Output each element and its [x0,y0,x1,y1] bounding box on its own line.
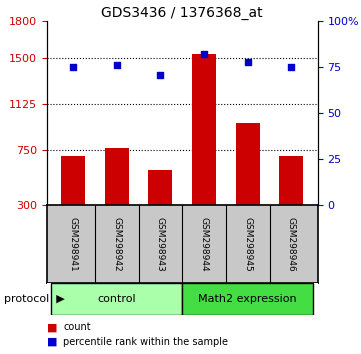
Text: Math2 expression: Math2 expression [199,294,297,304]
Text: GSM298946: GSM298946 [287,217,296,272]
Text: count: count [63,322,91,332]
Bar [61,156,85,205]
Bar [105,148,129,205]
Title: GDS3436 / 1376368_at: GDS3436 / 1376368_at [101,6,263,20]
Text: GSM298945: GSM298945 [243,217,252,272]
Text: protocol  ▶: protocol ▶ [4,294,64,304]
Point [201,52,207,57]
Text: GSM298944: GSM298944 [200,217,209,272]
Text: GSM298943: GSM298943 [156,217,165,272]
Bar [192,55,216,205]
Bar [51,283,182,315]
Bar [182,283,313,315]
Bar [279,156,304,205]
Point [288,64,294,70]
Text: control: control [97,294,136,304]
Point [114,63,120,68]
Bar [236,123,260,205]
Text: GSM298941: GSM298941 [69,217,78,272]
Text: GSM298942: GSM298942 [112,217,121,272]
Point [245,59,251,64]
Point [70,64,76,70]
Point [158,72,164,78]
Text: ■: ■ [47,337,57,347]
Text: ■: ■ [47,322,57,332]
Bar [148,170,173,205]
Text: percentile rank within the sample: percentile rank within the sample [63,337,228,347]
